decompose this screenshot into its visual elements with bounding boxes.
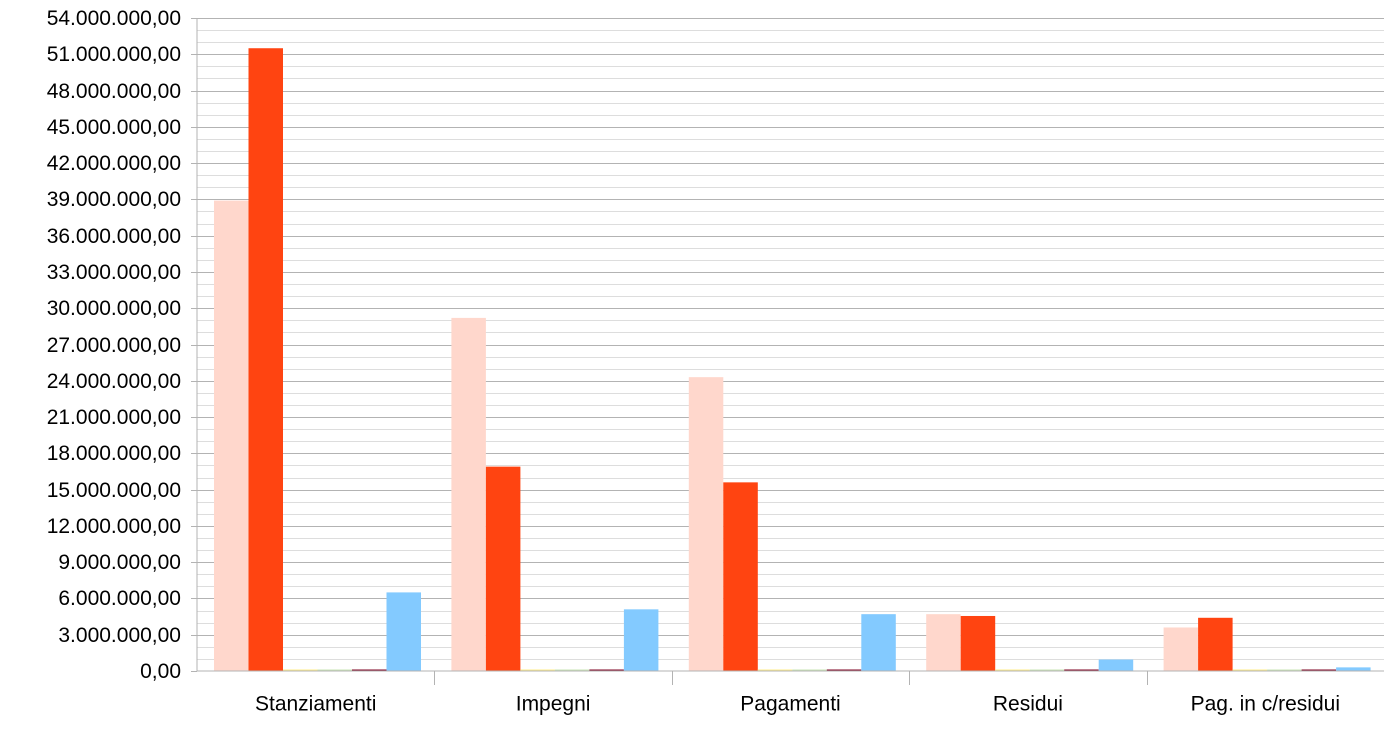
x-tick-label: Residui bbox=[993, 693, 1063, 716]
y-tick-label: 48.000.000,00 bbox=[47, 80, 181, 103]
bar bbox=[283, 669, 318, 671]
y-tick-label: 36.000.000,00 bbox=[47, 225, 181, 248]
bar bbox=[826, 669, 862, 671]
bar bbox=[485, 466, 521, 671]
y-tick-label: 18.000.000,00 bbox=[47, 442, 181, 465]
x-tick-labels: Stanziamenti Impegni Pagamenti Residui Pag. … bbox=[255, 693, 1340, 716]
bar bbox=[248, 48, 283, 671]
x-tick-label: Pagamenti bbox=[740, 693, 840, 716]
bar bbox=[1163, 627, 1199, 671]
y-tick-label: 9.000.000,00 bbox=[58, 551, 181, 574]
bar bbox=[792, 669, 827, 671]
y-tick-label: 54.000.000,00 bbox=[47, 7, 181, 30]
x-tick-label: Pag. in c/residui bbox=[1191, 693, 1340, 716]
gridlines bbox=[197, 18, 1384, 660]
y-tick-label: 39.000.000,00 bbox=[47, 188, 181, 211]
axes bbox=[191, 18, 1384, 685]
bar bbox=[1267, 669, 1302, 671]
bar bbox=[1232, 669, 1268, 671]
bar bbox=[214, 200, 249, 671]
y-tick-label: 24.000.000,00 bbox=[47, 370, 181, 393]
bar bbox=[589, 669, 624, 671]
bar bbox=[1336, 667, 1371, 671]
y-tick-label: 6.000.000,00 bbox=[58, 587, 181, 610]
bar bbox=[861, 614, 896, 671]
y-tick-label: 45.000.000,00 bbox=[47, 116, 181, 139]
bar bbox=[623, 609, 659, 671]
bar bbox=[317, 669, 352, 671]
x-tick-label: Impegni bbox=[516, 693, 591, 716]
bar bbox=[520, 669, 555, 671]
y-tick-labels: 0,00 3.000.000,00 6.000.000,00 9.000.000,00… bbox=[47, 7, 181, 683]
y-tick-label: 15.000.000,00 bbox=[47, 479, 181, 502]
y-tick-label: 0,00 bbox=[140, 660, 181, 683]
bar bbox=[995, 669, 1030, 671]
y-tick-label: 27.000.000,00 bbox=[47, 334, 181, 357]
bar bbox=[723, 482, 758, 671]
y-tick-label: 21.000.000,00 bbox=[47, 406, 181, 429]
bar bbox=[386, 592, 421, 671]
bar bbox=[451, 317, 486, 671]
bar bbox=[757, 669, 793, 671]
y-tick-label: 30.000.000,00 bbox=[47, 297, 181, 320]
y-tick-label: 3.000.000,00 bbox=[58, 624, 181, 647]
bar bbox=[1198, 617, 1233, 671]
x-tick-label: Stanziamenti bbox=[255, 693, 376, 716]
bar bbox=[960, 615, 996, 671]
bar bbox=[352, 669, 387, 671]
y-tick-label: 42.000.000,00 bbox=[47, 152, 181, 175]
bar bbox=[1098, 659, 1134, 671]
bar bbox=[1029, 669, 1065, 671]
bar bbox=[1064, 669, 1099, 671]
bar bbox=[1301, 669, 1337, 671]
bars bbox=[214, 48, 1371, 671]
bar bbox=[688, 377, 724, 671]
bar bbox=[926, 614, 961, 671]
y-tick-label: 51.000.000,00 bbox=[47, 43, 181, 66]
y-tick-label: 33.000.000,00 bbox=[47, 261, 181, 284]
y-tick-label: 12.000.000,00 bbox=[47, 515, 181, 538]
bar bbox=[554, 669, 590, 671]
